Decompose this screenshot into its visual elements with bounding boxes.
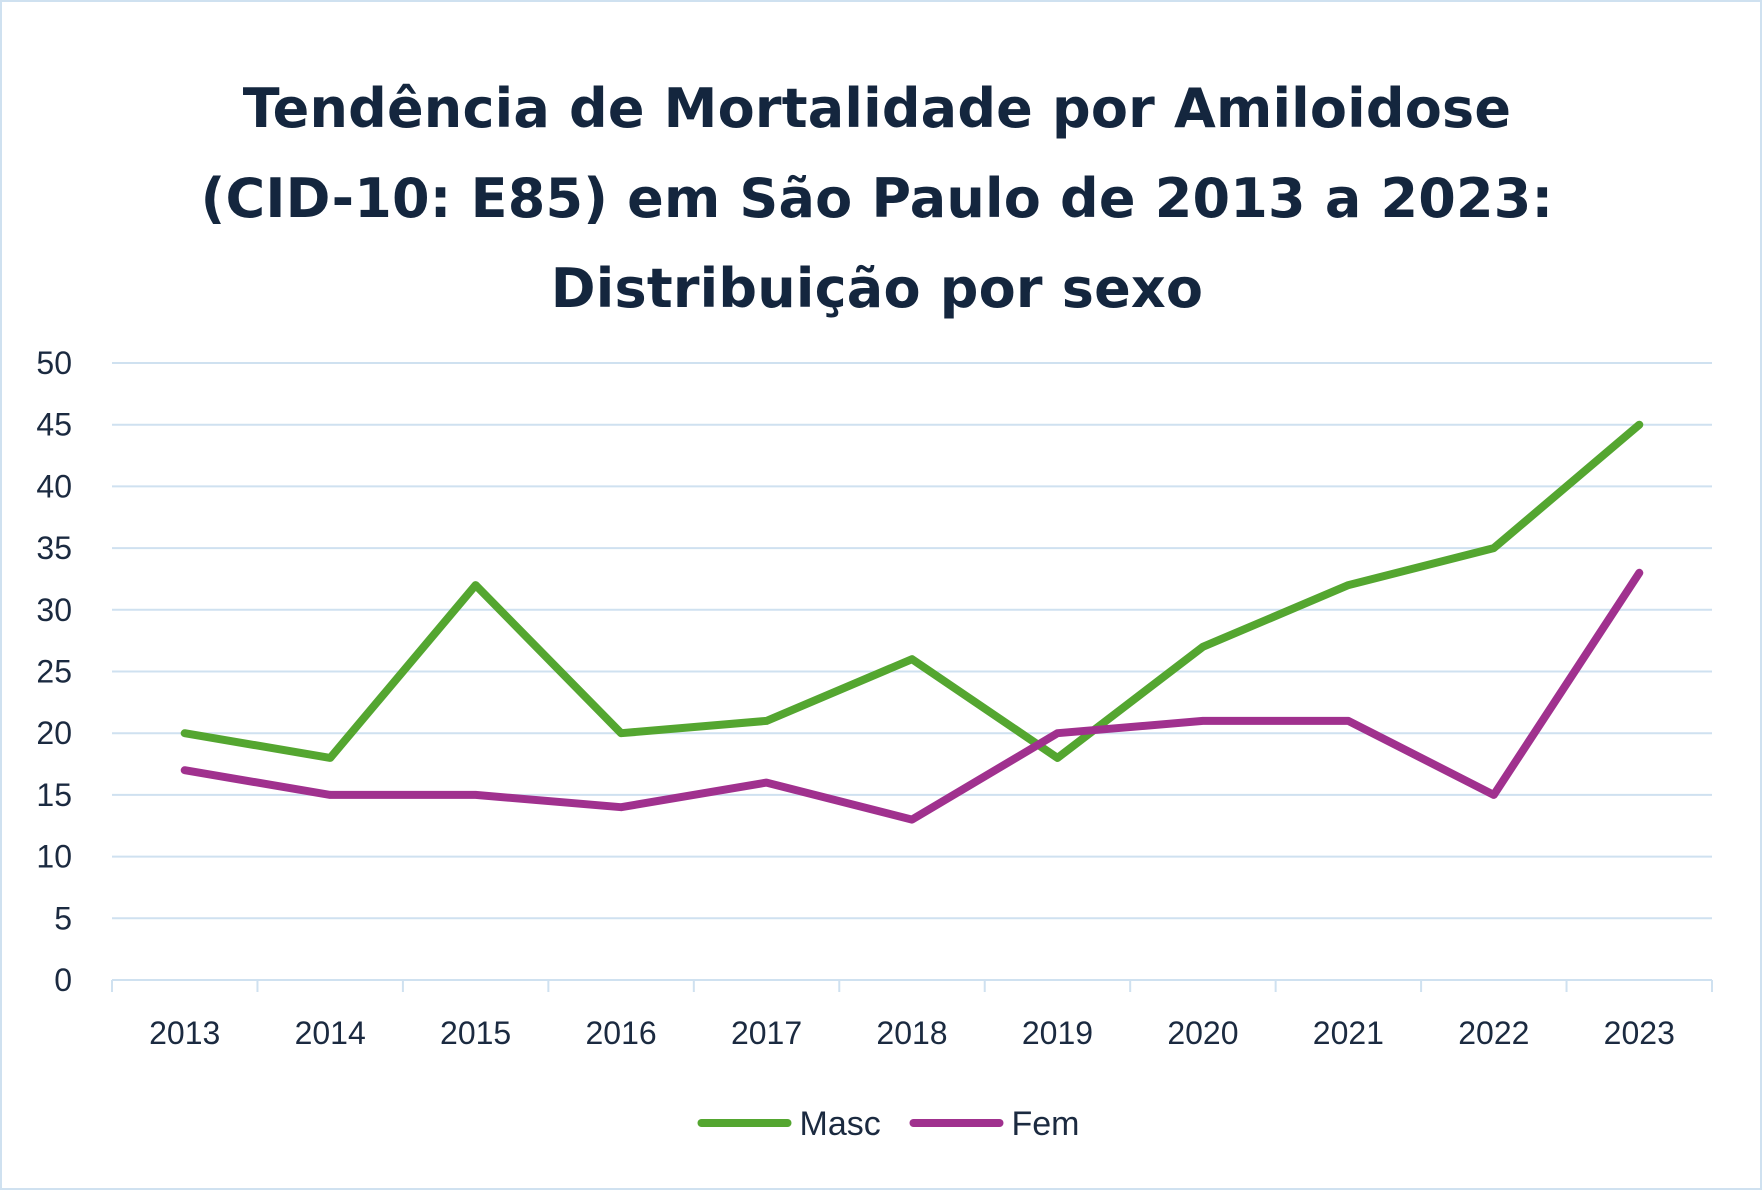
data-point-masc xyxy=(617,729,625,737)
data-point-masc xyxy=(908,655,916,663)
data-point-fem xyxy=(1199,717,1207,725)
x-tick-label: 2015 xyxy=(440,1015,511,1051)
y-tick-label: 35 xyxy=(36,530,72,566)
x-tick-label: 2021 xyxy=(1313,1015,1384,1051)
data-point-fem xyxy=(617,803,625,811)
data-point-masc xyxy=(763,717,771,725)
x-tick-label: 2013 xyxy=(149,1015,220,1051)
data-point-fem xyxy=(472,791,480,799)
data-point-masc xyxy=(1490,544,1498,552)
data-point-fem xyxy=(908,816,916,824)
chart-title-line-3: Distribuição por sexo xyxy=(550,257,1204,320)
series-line-masc xyxy=(180,420,1644,762)
legend-label-masc: Masc xyxy=(800,1105,881,1143)
x-tick-label: 2018 xyxy=(876,1015,947,1051)
x-tick-label: 2019 xyxy=(1022,1015,1093,1051)
data-point-fem xyxy=(181,766,189,774)
x-tick-label: 2014 xyxy=(295,1015,366,1051)
x-tick-label: 2022 xyxy=(1458,1015,1529,1051)
data-point-masc xyxy=(1053,754,1061,762)
legend: Masc Fem xyxy=(697,1105,1080,1143)
y-tick-label: 50 xyxy=(36,345,72,381)
y-tick-label: 20 xyxy=(36,715,72,751)
data-point-fem xyxy=(763,779,771,787)
y-tick-label: 25 xyxy=(36,654,72,690)
y-tick-label: 30 xyxy=(36,592,72,628)
y-tick-label: 15 xyxy=(36,777,72,813)
legend-label-fem: Fem xyxy=(1012,1105,1080,1143)
data-point-fem xyxy=(1053,729,1061,737)
chart-title-line-2: (CID-10: E85) em São Paulo de 2013 a 202… xyxy=(200,167,1554,230)
data-point-fem xyxy=(1635,569,1643,577)
chart-title-line-1: Tendência de Mortalidade por Amiloidose xyxy=(242,77,1512,140)
data-point-masc xyxy=(1344,581,1352,589)
x-tick-label: 2023 xyxy=(1604,1015,1675,1051)
chart-title: Tendência de Mortalidade por Amiloidose … xyxy=(122,64,1632,334)
data-point-fem xyxy=(1344,717,1352,725)
x-tick-label: 2017 xyxy=(731,1015,802,1051)
data-point-masc xyxy=(326,754,334,762)
data-point-masc xyxy=(1199,643,1207,651)
data-point-fem xyxy=(1490,791,1498,799)
axis-layer: 0 5 10 15 20 25 30 35 40 45 50 2013 2014 2015 2016 2017… xyxy=(36,345,1713,1051)
y-tick-label: 45 xyxy=(36,407,72,443)
data-point-fem xyxy=(326,791,334,799)
data-point-masc xyxy=(1635,421,1643,429)
x-tick-label: 2016 xyxy=(585,1015,656,1051)
data-point-masc xyxy=(472,581,480,589)
data-point-masc xyxy=(181,729,189,737)
x-tick-label: 2020 xyxy=(1167,1015,1238,1051)
y-tick-label: 0 xyxy=(54,962,72,998)
y-tick-label: 40 xyxy=(36,468,72,504)
grid-layer xyxy=(112,362,1712,920)
y-tick-label: 5 xyxy=(54,900,72,936)
y-tick-label: 10 xyxy=(36,839,72,875)
series-line-fem xyxy=(180,568,1644,824)
series-layer xyxy=(180,420,1644,824)
